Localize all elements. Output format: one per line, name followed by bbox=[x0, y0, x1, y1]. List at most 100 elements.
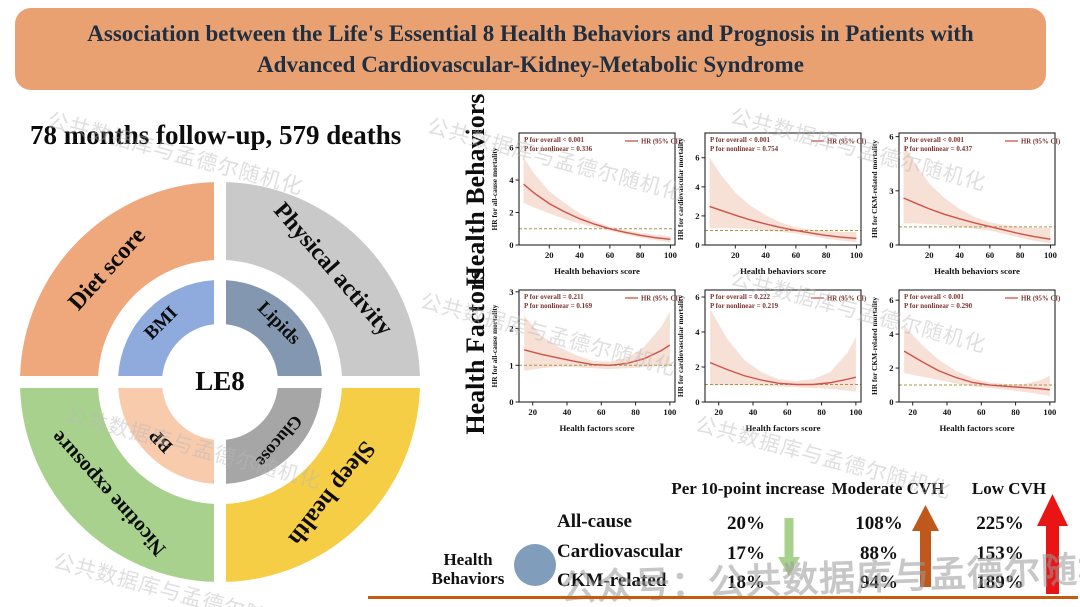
donut-segment-physical-activity bbox=[226, 182, 420, 376]
value-per10-allcause: 20% bbox=[727, 513, 765, 534]
plot-frame bbox=[898, 132, 1056, 246]
ci-band bbox=[904, 325, 1050, 397]
sleep-wedge: z z Z bbox=[399, 486, 474, 555]
row-label-cardiovascular: Cardiovascular bbox=[557, 541, 683, 562]
p-value-annotation: P for nonlinear = 0.169 bbox=[524, 302, 593, 310]
y-tick-label: 0 bbox=[695, 397, 699, 407]
p-value-annotation: P for overall < 0.001 bbox=[904, 293, 965, 301]
row-label-health-factors: Health Factors bbox=[461, 269, 490, 435]
hr-curve bbox=[709, 205, 857, 240]
y-tick-label: 6 bbox=[889, 295, 894, 305]
x-tick-label: 80 bbox=[817, 407, 826, 417]
donut-segment-lipids bbox=[226, 280, 322, 376]
p-value-annotation: P for overall < 0.001 bbox=[710, 136, 771, 144]
svg-text:z z Z: z z Z bbox=[434, 498, 457, 513]
p-value-annotation: P for overall < 0.001 bbox=[904, 136, 965, 144]
legend-label: HR (95% CI) bbox=[1021, 296, 1060, 303]
icon-fan-label: Health Behaviors bbox=[398, 550, 538, 588]
x-tick-label: 60 bbox=[792, 250, 801, 260]
x-tick-label: 40 bbox=[943, 407, 952, 417]
row-label-all-cause: All-cause bbox=[557, 511, 632, 532]
icon-fan-label-line2: Behaviors bbox=[431, 569, 505, 588]
plot-frame bbox=[518, 132, 676, 246]
x-tick-label: 100 bbox=[1044, 250, 1057, 260]
x-tick-label: 20 bbox=[528, 407, 537, 417]
value-low-allcause: 225% bbox=[976, 513, 1024, 534]
y-tick-label: 6 bbox=[509, 143, 514, 153]
y-tick-label: 4 bbox=[889, 329, 894, 339]
x-tick-label: 20 bbox=[908, 407, 917, 417]
ci-band bbox=[523, 157, 671, 243]
y-tick-label: 2 bbox=[889, 363, 893, 373]
y-axis-label: HR for cardiovascular mortality bbox=[676, 295, 685, 397]
donut-segment-glucose bbox=[226, 388, 322, 484]
y-axis-label: HR for CKM-related mortality bbox=[870, 297, 879, 395]
x-tick-label: 100 bbox=[850, 250, 863, 260]
p-value-annotation: P for overall < 0.001 bbox=[524, 136, 585, 144]
x-axis-label: Health behaviors score bbox=[554, 266, 640, 276]
plot-frame bbox=[518, 289, 676, 403]
value-moderate-allcause: 108% bbox=[855, 513, 903, 534]
donut-segment-nicotine-exposure bbox=[20, 388, 214, 582]
bottom-rule bbox=[368, 596, 1078, 599]
p-value-annotation: P for nonlinear = 0.219 bbox=[710, 302, 779, 310]
x-tick-label: 100 bbox=[849, 407, 862, 417]
x-tick-label: 40 bbox=[563, 407, 572, 417]
p-value-annotation: P for nonlinear = 0.437 bbox=[904, 145, 973, 153]
followup-heading: 78 months follow-up, 579 deaths bbox=[30, 120, 402, 150]
donut-segment-diet-score bbox=[20, 182, 214, 376]
bed-sleep-icon: z z Z bbox=[413, 498, 463, 542]
donut-segment-bp bbox=[118, 388, 214, 484]
x-tick-label: 80 bbox=[636, 250, 645, 260]
x-tick-label: 40 bbox=[575, 250, 584, 260]
col-header-moderate-cvh: Moderate CVH bbox=[831, 479, 945, 498]
ci-band bbox=[710, 309, 856, 392]
y-tick-label: 3 bbox=[889, 186, 893, 196]
col-header-low-cvh: Low CVH bbox=[971, 479, 1047, 498]
value-per10-cardio: 17% bbox=[727, 543, 765, 564]
x-tick-label: 20 bbox=[731, 250, 740, 260]
x-tick-label: 40 bbox=[749, 407, 758, 417]
y-tick-label: 3 bbox=[509, 287, 513, 297]
p-value-annotation: P for nonlinear = 0.336 bbox=[524, 145, 593, 153]
x-tick-label: 60 bbox=[606, 250, 615, 260]
x-tick-label: 40 bbox=[761, 250, 770, 260]
increase-arrow-low bbox=[1037, 494, 1068, 599]
page-title-line2: Advanced Cardiovascular-Kidney-Metabolic… bbox=[257, 52, 804, 77]
y-tick-label: 0 bbox=[695, 240, 699, 250]
x-tick-label: 60 bbox=[783, 407, 792, 417]
p-value-annotation: P for nonlinear = 0.290 bbox=[904, 302, 973, 310]
hr-curve bbox=[709, 361, 857, 386]
x-tick-label: 20 bbox=[714, 407, 723, 417]
x-tick-label: 80 bbox=[822, 250, 831, 260]
plot-frame bbox=[898, 289, 1056, 403]
nutrition-icon bbox=[480, 502, 523, 545]
hr-curve bbox=[903, 350, 1050, 391]
legend-label: HR (95% CI) bbox=[641, 296, 680, 303]
value-moderate-ckm: 94% bbox=[860, 572, 898, 593]
ci-band bbox=[709, 157, 857, 243]
ci-band bbox=[903, 143, 1051, 244]
hr-curve bbox=[903, 197, 1051, 240]
x-axis-label: Health factors score bbox=[745, 423, 820, 433]
value-low-ckm: 189% bbox=[976, 572, 1024, 593]
x-tick-label: 20 bbox=[925, 250, 934, 260]
col-header-per10: Per 10-point increase bbox=[671, 479, 825, 498]
value-low-cardio: 153% bbox=[976, 543, 1024, 564]
y-tick-label: 0 bbox=[509, 240, 513, 250]
x-axis-label: Health factors score bbox=[939, 423, 1014, 433]
y-tick-label: 0 bbox=[889, 240, 893, 250]
nutrition-wedge bbox=[466, 489, 536, 552]
x-tick-label: 80 bbox=[1016, 250, 1025, 260]
x-tick-label: 60 bbox=[986, 250, 995, 260]
p-value-annotation: P for overall = 0.222 bbox=[710, 293, 771, 301]
hr-curve bbox=[523, 344, 671, 366]
increase-arrow-moderate bbox=[912, 505, 939, 592]
page-title-line1: Association between the Life's Essential… bbox=[87, 21, 974, 46]
y-tick-label: 6 bbox=[695, 292, 700, 302]
